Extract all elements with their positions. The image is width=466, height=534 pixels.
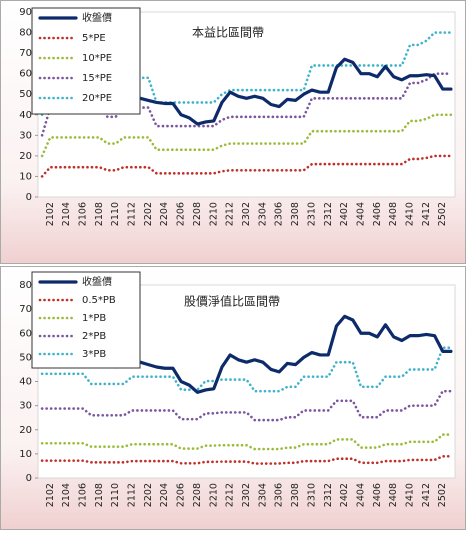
x-tick-label: 2404 bbox=[355, 483, 366, 507]
legend-label: 1*PB bbox=[82, 313, 106, 324]
legend-label: 收盤價 bbox=[82, 275, 112, 288]
x-tick-label: 2106 bbox=[77, 483, 88, 507]
x-tick-label: 2206 bbox=[176, 483, 187, 507]
x-tick-label: 2210 bbox=[208, 483, 219, 507]
y-tick-label: 60 bbox=[19, 328, 32, 339]
y-tick-label: 10 bbox=[19, 171, 32, 182]
x-tick-label: 2306 bbox=[274, 483, 285, 507]
x-tick-label: 2310 bbox=[306, 483, 317, 507]
x-tick-label: 2402 bbox=[339, 483, 350, 507]
x-tick-label: 2102 bbox=[45, 483, 56, 507]
y-tick-label: 0 bbox=[26, 192, 32, 203]
x-tick-label: 2108 bbox=[94, 483, 105, 507]
y-tick-label: 70 bbox=[19, 304, 32, 315]
x-tick-label: 2410 bbox=[405, 483, 416, 507]
x-tick-label: 2412 bbox=[421, 202, 432, 226]
x-tick-label: 2210 bbox=[208, 202, 219, 226]
x-tick-label: 2204 bbox=[159, 483, 170, 507]
legend-label: 0.5*PB bbox=[82, 295, 116, 306]
band-line bbox=[40, 154, 453, 178]
x-tick-label: 2102 bbox=[45, 202, 56, 226]
x-tick-label: 2304 bbox=[257, 483, 268, 507]
x-tick-label: 2206 bbox=[176, 202, 187, 226]
y-tick-label: 40 bbox=[19, 377, 32, 388]
x-tick-label: 2308 bbox=[290, 202, 301, 226]
x-tick-label: 2412 bbox=[421, 483, 432, 507]
x-tick-label: 2310 bbox=[306, 202, 317, 226]
x-tick-label: 2110 bbox=[110, 483, 121, 507]
chart-title: 本益比區間帶 bbox=[192, 26, 264, 40]
legend-label: 10*PE bbox=[82, 53, 112, 64]
x-tick-label: 2410 bbox=[405, 202, 416, 226]
legend-label: 20*PE bbox=[82, 93, 112, 104]
x-tick-label: 2406 bbox=[372, 483, 383, 507]
x-tick-label: 2308 bbox=[290, 483, 301, 507]
legend-label: 15*PE bbox=[82, 73, 112, 84]
x-tick-label: 2402 bbox=[339, 202, 350, 226]
y-tick-label: 10 bbox=[19, 449, 32, 460]
x-tick-label: 2312 bbox=[323, 202, 334, 226]
x-tick-label: 2106 bbox=[77, 202, 88, 226]
y-tick-label: 50 bbox=[19, 352, 32, 363]
legend-label: 2*PB bbox=[82, 331, 106, 342]
x-tick-label: 2208 bbox=[192, 202, 203, 226]
x-tick-label: 2502 bbox=[437, 483, 448, 507]
y-tick-label: 90 bbox=[19, 7, 32, 18]
y-tick-label: 80 bbox=[19, 28, 32, 39]
y-tick-label: 70 bbox=[19, 48, 32, 59]
x-tick-label: 2108 bbox=[94, 202, 105, 226]
x-tick-label: 2408 bbox=[388, 483, 399, 507]
band-line bbox=[40, 72, 453, 137]
x-tick-label: 2104 bbox=[61, 483, 72, 507]
y-tick-label: 20 bbox=[19, 151, 32, 162]
band-line bbox=[40, 433, 453, 451]
legend-label: 收盤價 bbox=[82, 11, 112, 24]
band-line bbox=[40, 346, 453, 393]
legend-label: 5*PE bbox=[82, 33, 106, 44]
x-tick-label: 2306 bbox=[274, 202, 285, 226]
y-tick-label: 60 bbox=[19, 69, 32, 80]
y-tick-label: 30 bbox=[19, 130, 32, 141]
band-line bbox=[40, 113, 453, 158]
x-tick-label: 2212 bbox=[225, 483, 236, 507]
x-tick-label: 2112 bbox=[127, 202, 138, 226]
x-tick-label: 2110 bbox=[110, 202, 121, 226]
legend-box bbox=[31, 7, 141, 115]
x-tick-label: 2302 bbox=[241, 483, 252, 507]
y-tick-label: 20 bbox=[19, 425, 32, 436]
x-tick-label: 2304 bbox=[257, 202, 268, 226]
y-tick-label: 40 bbox=[19, 110, 32, 121]
y-tick-label: 80 bbox=[19, 280, 32, 291]
y-tick-label: 0 bbox=[26, 473, 32, 484]
x-tick-label: 2202 bbox=[143, 483, 154, 507]
x-tick-label: 2502 bbox=[437, 202, 448, 226]
band-line bbox=[40, 389, 453, 422]
x-tick-label: 2302 bbox=[241, 202, 252, 226]
x-tick-label: 2104 bbox=[61, 202, 72, 226]
legend-box bbox=[31, 271, 141, 369]
x-tick-label: 2204 bbox=[159, 202, 170, 226]
x-tick-label: 2312 bbox=[323, 483, 334, 507]
x-tick-label: 2202 bbox=[143, 202, 154, 226]
y-tick-label: 50 bbox=[19, 89, 32, 100]
chart-title: 股價淨值比區間帶 bbox=[184, 294, 280, 309]
y-tick-label: 30 bbox=[19, 401, 32, 412]
x-tick-label: 2208 bbox=[192, 483, 203, 507]
x-tick-label: 2112 bbox=[127, 483, 138, 507]
legend-label: 3*PB bbox=[82, 349, 106, 360]
x-tick-label: 2212 bbox=[225, 202, 236, 226]
x-tick-label: 2406 bbox=[372, 202, 383, 226]
x-tick-label: 2404 bbox=[355, 202, 366, 226]
band-line bbox=[40, 454, 453, 465]
x-tick-label: 2408 bbox=[388, 202, 399, 226]
